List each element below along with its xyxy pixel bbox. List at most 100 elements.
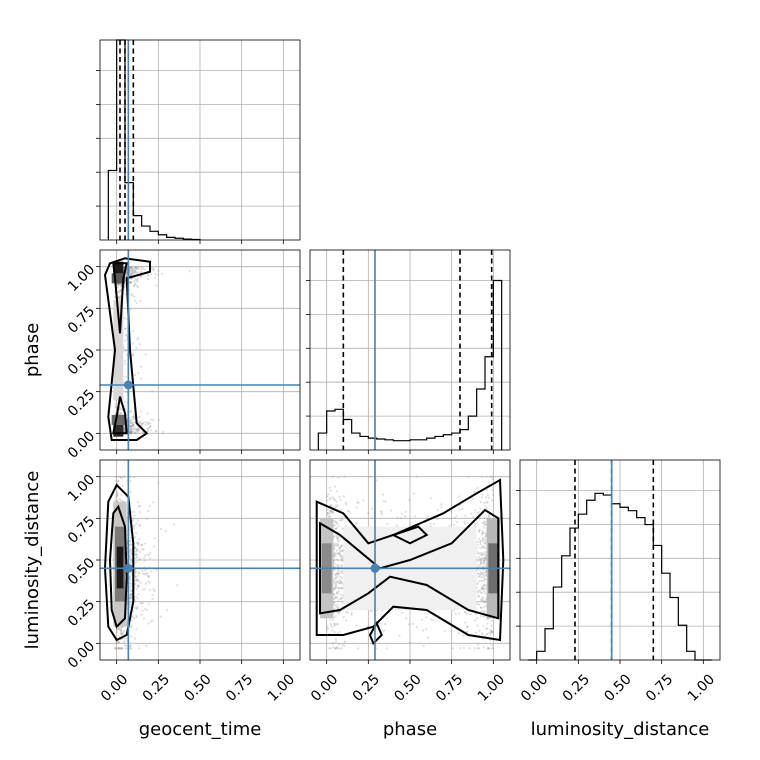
sample-point [118,498,121,501]
sample-point [123,639,126,643]
sample-point [336,580,339,583]
panel-luminosity-distance-vs-geocent-time [96,459,301,664]
sample-point [346,611,349,614]
sample-point [128,540,131,543]
sample-point [140,377,143,380]
sample-point [331,511,334,514]
sample-point [117,480,120,483]
sample-point [137,579,140,583]
sample-point [150,620,153,623]
sample-point [333,485,337,488]
sample-point [130,422,133,425]
sample-point [128,430,132,433]
sample-point [129,552,132,555]
sample-point [462,634,465,637]
sample-point [146,517,149,521]
sample-point [124,274,127,277]
sample-point [329,510,332,514]
sample-point [129,548,132,551]
sample-point [484,574,487,577]
sample-point [133,299,136,302]
sample-point [123,428,126,431]
sample-point [482,588,485,591]
sample-point [135,272,138,275]
sample-point [443,630,446,633]
sample-point [135,578,138,581]
sample-point [118,283,121,286]
sample-point [459,647,462,650]
sample-point [130,428,133,432]
sample-point [135,570,138,574]
sample-point [135,553,138,556]
sample-point [331,619,334,622]
sample-point [369,609,372,612]
sample-point [400,512,404,515]
sample-point [130,595,133,598]
sample-point [454,612,457,616]
sample-point [485,500,488,504]
sample-point [130,431,133,434]
sample-point [119,412,122,415]
sample-point [336,632,339,635]
sample-point [120,477,123,480]
sample-point [130,431,133,434]
sample-point [129,561,132,564]
sample-point [139,275,142,278]
sample-point [481,599,484,602]
sample-point [426,515,429,518]
sample-point [431,619,435,622]
sample-point [141,609,144,612]
sample-point [484,523,487,526]
sample-point [479,541,482,544]
sample-point [334,595,338,598]
sample-point [476,551,479,554]
sample-point [116,491,119,494]
sample-point [489,629,492,632]
sample-point [355,521,358,524]
sample-point [329,624,332,627]
sample-point [432,522,435,525]
sample-point [326,508,329,511]
sample-point [148,426,151,429]
sample-point [482,526,485,529]
sample-point [470,512,473,515]
sample-point [485,633,488,636]
sample-point [132,430,135,433]
sample-point [336,622,339,626]
sample-point [336,565,340,568]
sample-point [340,519,343,522]
sample-point [375,647,378,650]
sample-point [338,630,342,634]
sample-point [139,421,142,425]
sample-point [129,578,132,582]
sample-point [491,647,494,650]
sample-point [338,581,342,584]
sample-point [483,585,486,588]
sample-point [384,500,388,503]
sample-point [384,622,387,626]
sample-point [146,574,149,578]
sample-point [336,571,339,575]
sample-point [476,647,479,650]
sample-point [150,273,153,276]
sample-point [335,526,338,530]
sample-point [477,530,481,533]
sample-point [335,520,338,524]
sample-point [333,631,336,634]
sample-point [133,279,136,282]
sample-point [130,280,133,283]
sample-point [336,647,340,650]
sample-point [147,575,150,579]
sample-point [117,628,120,631]
sample-point [481,530,484,533]
sample-point [134,266,137,270]
sample-point [340,587,343,590]
sample-point [339,580,342,583]
sample-point [429,496,433,500]
sample-point [335,534,338,538]
sample-point [136,286,140,289]
sample-point [119,629,122,632]
sample-point [140,265,143,269]
sample-point [129,432,132,435]
sample-point [335,640,338,643]
